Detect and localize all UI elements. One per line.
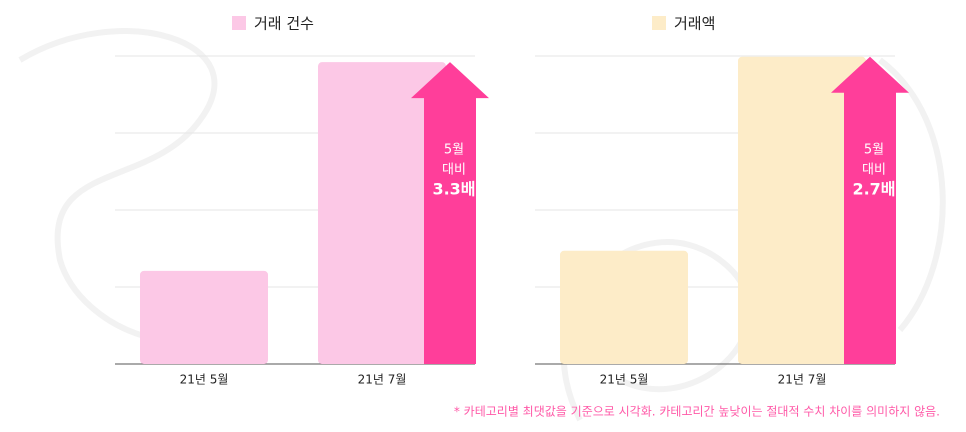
arrow-label: 대비: [442, 163, 466, 178]
arrow-label: 2.7배: [852, 180, 895, 199]
x-tick-label: 21년 7월: [778, 373, 827, 387]
legend-swatch: [232, 16, 246, 30]
x-tick-label: 21년 5월: [180, 373, 229, 387]
bar: [738, 56, 866, 365]
legend-swatch: [652, 16, 666, 30]
bar: [560, 250, 688, 364]
footnote: * 카테고리별 최댓값을 기준으로 시각화. 카테고리간 높낮이는 절대적 수치…: [454, 405, 940, 419]
bar: [140, 270, 268, 364]
arrow-label: 5월: [444, 143, 464, 158]
ratio-arrow: [411, 62, 489, 364]
x-tick-label: 21년 5월: [600, 373, 649, 387]
legend-label: 거래액: [674, 15, 715, 33]
legend-label: 거래 건수: [254, 15, 314, 33]
bar: [318, 62, 446, 364]
ratio-arrow: [831, 56, 909, 365]
arrow-label: 대비: [862, 163, 886, 178]
arrow-label: 3.3배: [432, 180, 475, 199]
arrow-label: 5월: [864, 143, 884, 158]
x-tick-label: 21년 7월: [358, 373, 407, 387]
